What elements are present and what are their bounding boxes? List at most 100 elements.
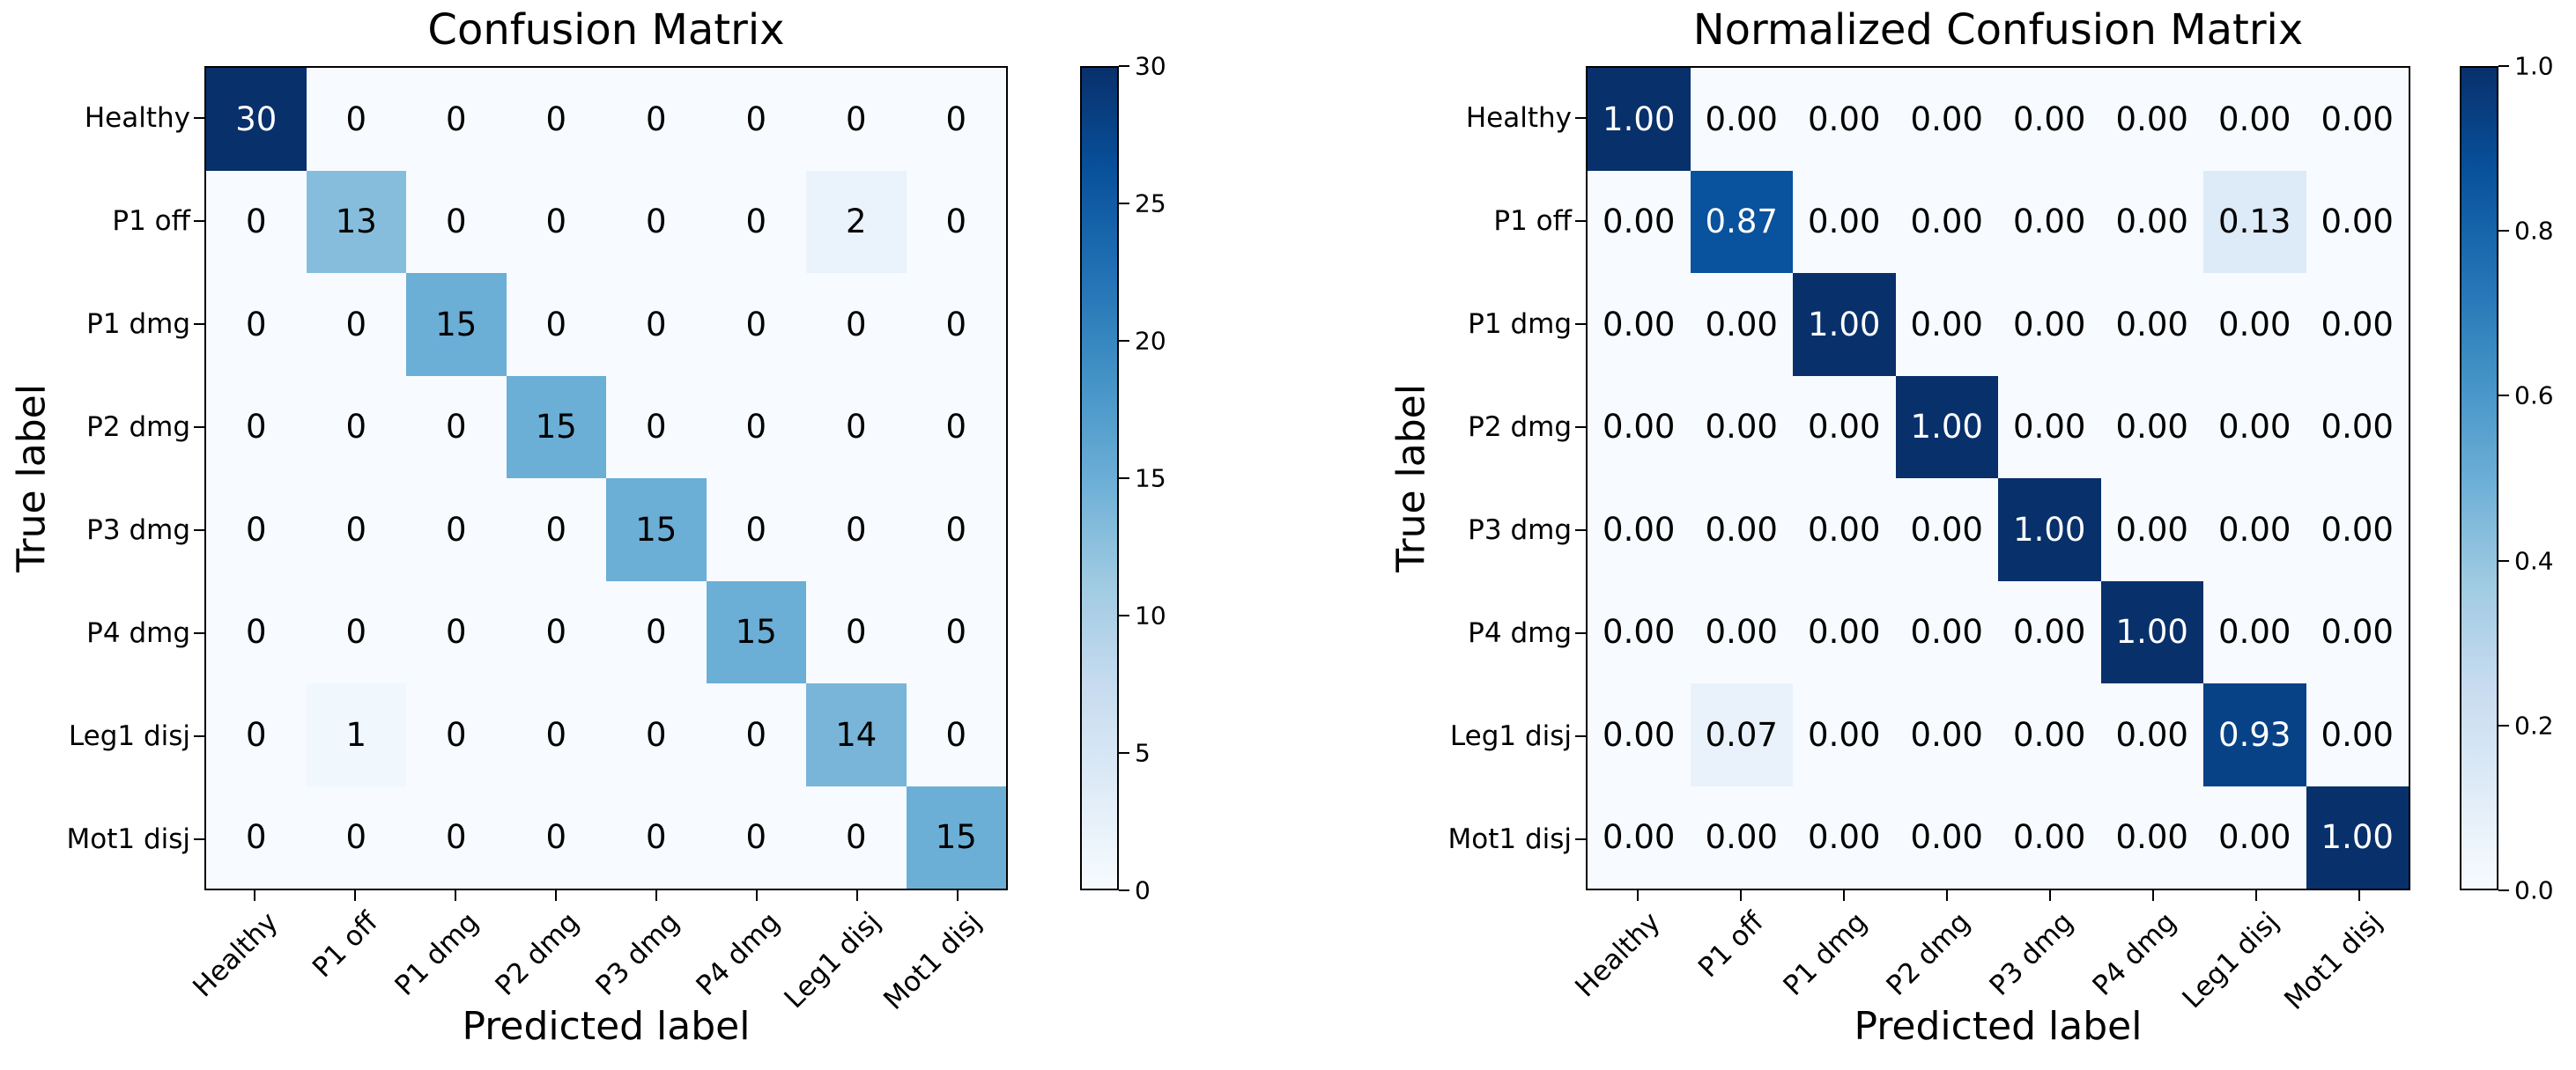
matrix-cell: 0 (506, 68, 606, 171)
matrix-cell: 2 (806, 170, 907, 273)
matrix-cell: 0 (906, 683, 1006, 786)
y-tick-mark (1575, 116, 1586, 119)
matrix-cell: 0 (306, 478, 406, 581)
matrix-cell: 0 (306, 580, 406, 683)
matrix-cell: 13 (306, 170, 406, 273)
matrix-cell: 0 (206, 683, 307, 786)
matrix-cell: 0.00 (1588, 375, 1691, 478)
matrix-cell: 0 (506, 580, 606, 683)
matrix-cell: 0 (406, 580, 507, 683)
matrix-cell: 0.00 (1998, 375, 2101, 478)
y-tick-mark (194, 734, 204, 737)
colorbar-tick-label: 0.4 (2514, 546, 2554, 576)
matrix-cell: 0 (306, 273, 406, 376)
y-tick-label: P1 off (112, 204, 190, 237)
x-tick-mark (2151, 890, 2154, 901)
matrix-cell: 0.00 (1895, 478, 1998, 581)
x-tick-mark (2358, 890, 2360, 901)
matrix-cell: 0.00 (1998, 683, 2101, 786)
matrix-cell: 0.00 (2306, 580, 2409, 683)
matrix-cell: 0 (406, 786, 507, 889)
colorbar-tick-mark (1119, 65, 1129, 67)
matrix-cell: 0.00 (2100, 683, 2203, 786)
x-tick-label: Healthy (1569, 906, 1667, 1004)
matrix-cell: 0.00 (2306, 68, 2409, 171)
matrix-cell: 0.00 (2306, 170, 2409, 273)
matrix-cell: 0.00 (1793, 68, 1896, 171)
y-tick-mark (194, 425, 204, 428)
matrix-cell: 0 (306, 375, 406, 478)
matrix-cell: 0 (806, 68, 907, 171)
heatmap-axes: 30 0 0 0 0 0 0 0 0 13 0 0 0 0 2 0 0 0 15 0 0 0 0 0 0 0 0 15 0 0 0 0 0 0 0 0… (204, 66, 1008, 890)
colorbar-gradient (1080, 66, 1119, 890)
matrix-cell: 0 (406, 170, 507, 273)
x-tick-mark (455, 890, 456, 901)
matrix-cell: 0.93 (2203, 683, 2306, 786)
matrix-cell: 0 (706, 273, 806, 376)
colorbar-tick-mark (2498, 395, 2509, 397)
colorbar-tick-label: 10 (1135, 601, 1166, 631)
matrix-cell: 0.00 (1690, 68, 1793, 171)
matrix-cell: 0 (706, 375, 806, 478)
matrix-cell: 0.00 (1998, 580, 2101, 683)
y-tick-mark (194, 838, 204, 840)
matrix-cell: 1.00 (2100, 580, 2203, 683)
matrix-cell: 0 (906, 375, 1006, 478)
y-tick-label: P1 off (1493, 204, 1572, 237)
matrix-cell: 0 (606, 375, 707, 478)
colorbar-tick-label: 20 (1135, 326, 1166, 356)
x-tick-mark (254, 890, 255, 901)
matrix-cell: 0.00 (2203, 68, 2306, 171)
y-tick-mark (1575, 528, 1586, 531)
matrix-cell: 0 (506, 170, 606, 273)
colorbar-tick-label: 0 (1135, 875, 1151, 905)
colorbar-tick-mark (2498, 230, 2509, 232)
matrix-cell: 0 (206, 580, 307, 683)
matrix-cell: 0 (606, 786, 707, 889)
matrix-cell: 0 (706, 478, 806, 581)
x-tick-mark (354, 890, 356, 901)
matrix-cell: 0 (206, 273, 307, 376)
matrix-cell: 0.00 (1793, 375, 1896, 478)
matrix-cell: 0.00 (1690, 580, 1793, 683)
colorbar-tick-label: 30 (1135, 51, 1166, 81)
matrix-cell: 0.00 (2100, 170, 2203, 273)
matrix-cell: 0 (506, 786, 606, 889)
y-tick-label: Mot1 disj (66, 823, 191, 855)
colorbar-tick-label: 0.6 (2514, 380, 2554, 410)
matrix-cell: 15 (506, 375, 606, 478)
matrix-cell: 0 (406, 68, 507, 171)
matrix-cell: 0.00 (1895, 683, 1998, 786)
x-tick-label: P2 dmg (1880, 906, 1976, 1002)
x-tick-mark (957, 890, 959, 901)
x-tick-label: Leg1 disj (2176, 906, 2285, 1015)
chart-title: Normalized Confusion Matrix (1692, 5, 2304, 55)
matrix-cell: 0 (506, 478, 606, 581)
matrix-cell: 0.00 (1588, 273, 1691, 376)
y-tick-label: Leg1 disj (68, 719, 190, 752)
matrix-cell: 0.00 (2100, 478, 2203, 581)
chart-title: Confusion Matrix (427, 5, 785, 55)
matrix-cell: 0.00 (1793, 170, 1896, 273)
colorbar-tick-mark (1119, 477, 1129, 479)
y-tick-label: Leg1 disj (1449, 719, 1572, 752)
y-axis-label: True label (1388, 384, 1434, 572)
colorbar-tick-mark (2498, 889, 2509, 891)
matrix-cell: 0.00 (1793, 580, 1896, 683)
matrix-cell: 0.00 (2306, 273, 2409, 376)
matrix-cell: 0.00 (1588, 478, 1691, 581)
matrix-cell: 0 (506, 273, 606, 376)
colorbar-tick-label: 0.2 (2514, 711, 2554, 741)
matrix-cell: 0.87 (1690, 170, 1793, 273)
y-tick-label: P2 dmg (1468, 410, 1572, 443)
colorbar-tick-label: 0.0 (2514, 875, 2554, 905)
matrix-cell: 0.00 (1895, 786, 1998, 889)
y-tick-mark (194, 631, 204, 634)
x-tick-mark (1739, 890, 1742, 901)
colorbar-tick-mark (2498, 65, 2509, 67)
x-axis-label: Predicted label (462, 1004, 751, 1049)
matrix-cell: 0 (806, 786, 907, 889)
